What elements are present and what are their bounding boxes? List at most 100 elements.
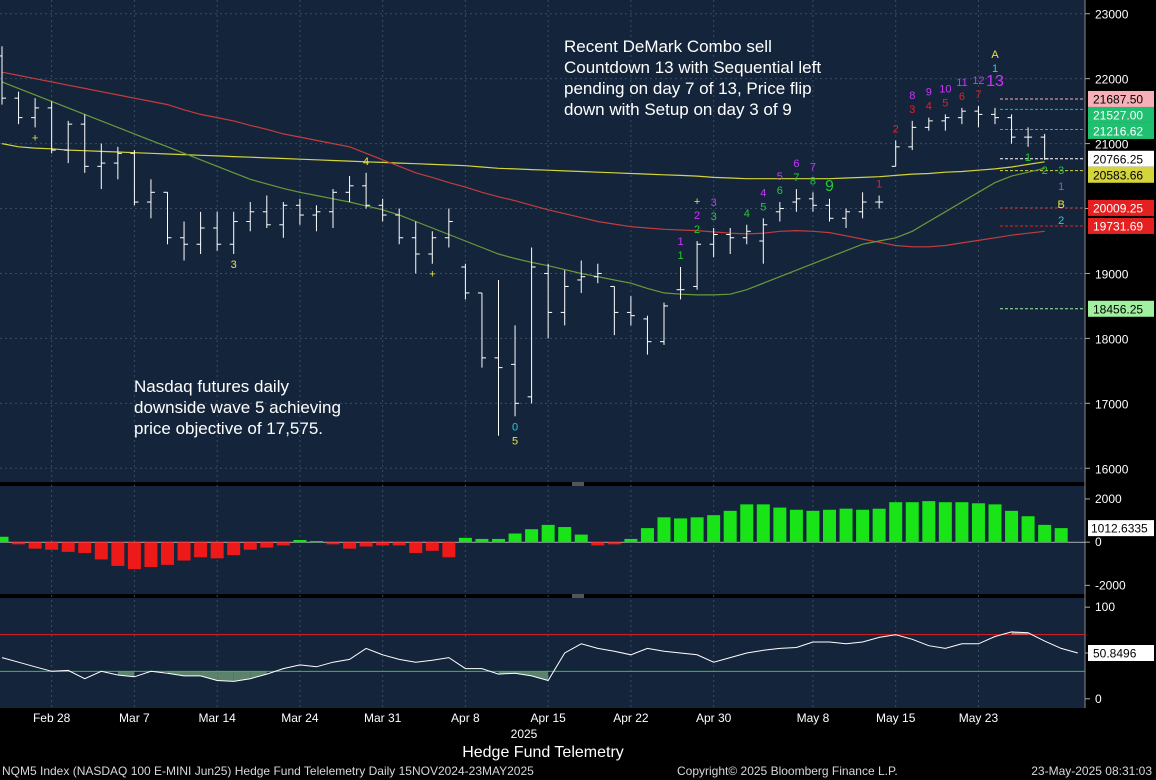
demark-count-label: 10: [939, 83, 951, 95]
main-panel-bg: [0, 0, 1085, 482]
histogram-bar: [376, 542, 390, 546]
histogram-bar: [309, 541, 323, 543]
demark-count-label: 9: [926, 87, 932, 99]
histogram-bar: [111, 542, 125, 566]
level-tag-label: 19731.69: [1093, 219, 1143, 233]
footer-security-info: NQM5 Index (NASDAQ 100 E-MINI Jun25) Hed…: [2, 764, 534, 778]
level-tag-label: 18456.25: [1093, 302, 1143, 316]
histogram-bar: [574, 534, 588, 543]
demark-count-label: 4: [363, 156, 369, 168]
osc-last-tag-bg: [1088, 645, 1154, 661]
histogram-bar: [61, 542, 75, 552]
osc-tick-label: 0: [1095, 692, 1102, 706]
x-tick-label: May 23: [959, 711, 999, 725]
level-tag-bg: [1088, 199, 1154, 216]
pane-divider-handle[interactable]: [572, 594, 584, 598]
level-tag-bg: [1088, 300, 1154, 317]
demark-count-label: 7: [793, 172, 799, 184]
hist-tick-label: 2000: [1095, 492, 1122, 506]
demark-count-label: +: [694, 196, 700, 208]
demark-count-label: 4: [760, 187, 766, 199]
histogram-bar: [1021, 516, 1035, 543]
histogram-bar: [458, 537, 472, 543]
histogram-bar: [144, 542, 158, 567]
pane-divider-handle[interactable]: [572, 482, 584, 486]
x-tick-label: May 8: [797, 711, 830, 725]
level-tags: 21687.50 21527.00 21216.62 20766.25 20583.66…: [1088, 90, 1154, 661]
demark-count-label: 6: [793, 158, 799, 170]
histogram-bar: [409, 542, 423, 553]
histogram-bar: [127, 542, 141, 570]
osc-tick-label: 100: [1095, 600, 1115, 614]
histogram-bar: [425, 542, 439, 551]
histogram-bar: [260, 542, 274, 548]
demark-count-label: 1: [1058, 181, 1064, 193]
demark-count-label: 13: [986, 73, 1004, 90]
hist-tick-label: 0: [1095, 535, 1102, 549]
moving-average-line: [1, 81, 1045, 296]
footer-copyright: Copyright© 2025 Bloomberg Finance L.P.: [677, 764, 898, 778]
histogram-bar: [94, 542, 108, 560]
histogram-bar: [194, 542, 208, 558]
histogram-bar: [640, 528, 654, 543]
demark-count-label: 3: [909, 104, 915, 116]
histogram-bar: [723, 510, 737, 543]
osc-oversold-fill: [531, 671, 549, 681]
demark-count-label: 6: [777, 185, 783, 197]
price-tick-label: 17000: [1095, 397, 1129, 411]
demark-count-label: 5: [760, 201, 766, 213]
demark-count-label: 2: [1042, 165, 1048, 177]
x-tick-label: Mar 7: [119, 711, 150, 725]
demark-count-label: 2: [694, 210, 700, 222]
price-tick-label: 18000: [1095, 332, 1129, 346]
level-tag-bg: [1088, 150, 1154, 167]
histogram-bar: [889, 502, 903, 543]
histogram-bars: [0, 501, 1068, 570]
histogram-bar: [674, 518, 688, 543]
demark-count-label: +: [32, 132, 38, 144]
histogram-bar: [756, 504, 770, 543]
histogram-bar: [0, 536, 9, 543]
demark-count-label: 1: [1025, 152, 1031, 164]
demark-count-label: +: [429, 269, 435, 281]
histogram-bar: [740, 504, 754, 543]
year-label: 2025: [511, 727, 538, 741]
histogram-bar: [28, 542, 42, 549]
demark-count-label: 0: [512, 421, 518, 433]
histogram-bar: [210, 542, 224, 559]
osc-oversold-fill: [250, 671, 267, 679]
histogram-bar: [558, 527, 572, 543]
histogram-bar: [359, 542, 373, 547]
x-tick-label: Apr 22: [613, 711, 649, 725]
moving-averages: [1, 71, 1045, 296]
hist-tick-label: -2000: [1095, 578, 1126, 592]
demark-count-label: 3: [231, 259, 237, 271]
demark-count-label: 12: [972, 75, 984, 87]
price-tick-label: 21000: [1095, 138, 1129, 152]
histogram-bar: [690, 517, 704, 543]
price-tick-label: 23000: [1095, 8, 1129, 22]
histogram-bar: [773, 507, 787, 543]
osc-oversold-fill: [217, 671, 234, 682]
histogram-bar: [1038, 524, 1052, 543]
histogram-bar: [475, 538, 489, 543]
annotation-combo-sell: Recent DeMark Combo sell Countdown 13 wi…: [564, 37, 826, 119]
histogram-bar: [343, 542, 357, 549]
demark-count-label: 2: [1058, 215, 1064, 227]
level-tag-label: 21527.00: [1093, 108, 1143, 122]
demark-count-label: A: [991, 49, 999, 61]
moving-average-line: [1, 143, 1045, 180]
histogram-bar: [508, 533, 522, 543]
oscillator-panel-bg: [0, 598, 1085, 708]
demark-count-label: 6: [959, 91, 965, 103]
demark-count-label: 8: [810, 175, 816, 187]
histogram-bar: [938, 502, 952, 543]
histogram-bar: [789, 509, 803, 543]
osc-last-tag-label: 50.8496: [1093, 647, 1137, 661]
demark-count-label: 3: [711, 197, 717, 209]
demark-count-label: 8: [909, 90, 915, 102]
level-tag-label: 21216.62: [1093, 124, 1143, 138]
histogram-bar: [276, 542, 290, 546]
histogram-bar: [177, 542, 191, 561]
